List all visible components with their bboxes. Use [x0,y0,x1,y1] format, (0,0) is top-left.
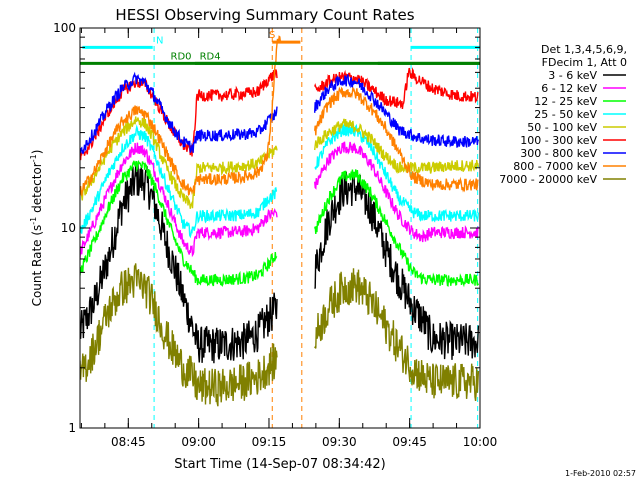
legend-label-3: 25 - 50 keV [534,108,597,121]
y-axis-label-close: ) [30,150,44,155]
legend-label-6: 300 - 800 keV [520,147,597,160]
y-axis-label-sup: -1 [29,217,38,225]
flag-s-label: S [269,30,275,41]
x-tick-label-10:00: 10:00 [463,435,498,449]
x-tick-label-08:45: 08:45 [111,435,146,449]
legend-header-line-1: Det 1,3,4,5,6,9, [541,43,627,56]
x-tick-label-09:15: 09:15 [252,435,287,449]
legend-label-4: 50 - 100 keV [527,121,597,134]
legend-label-5: 100 - 300 keV [520,134,597,147]
x-axis-label: Start Time (14-Sep-07 08:34:42) [174,457,385,472]
series-line-12to25keV [80,160,480,288]
y-axis-label-tail: detector [30,162,44,217]
y-tick-label-1: 1 [68,421,76,435]
plot-clip-group [80,28,480,428]
svg-text:Count Rate (s-1 detector-1): Count Rate (s-1 detector-1) [29,150,44,307]
y-axis-label-sup2: -1 [29,154,38,162]
series-line-300to800keV [80,71,480,155]
legend-label-2: 12 - 25 keV [534,95,597,108]
footer-timestamp: 1-Feb-2010 02:57 [565,469,636,478]
flag-n-label: N [156,35,163,46]
flag-rd4-label: RD4 [200,51,221,62]
x-tick-label-09:45: 09:45 [392,435,427,449]
legend-label-7: 800 - 7000 keV [513,160,597,173]
series-line-800to7000keV [80,35,479,197]
plot-area: RD0 RD4 N S [80,28,480,428]
series-line-25to50keV [80,123,480,239]
x-tick-label-09:00: 09:00 [181,435,216,449]
x-tick-label-09:30: 09:30 [322,435,357,449]
y-axis-label: Count Rate (s-1 detector-1) [29,150,44,307]
y-axis-label-main: Count Rate (s [30,225,44,307]
legend-label-8: 7000 - 20000 keV [499,173,597,186]
legend-label-1: 6 - 12 keV [541,82,597,95]
legend-header-line-2: FDecim 1, Att 0 [542,56,627,69]
series-line-50to100keV [80,116,480,209]
y-tick-label-100: 100 [53,21,76,35]
axes: 1 10 100 08:45 09:00 09:15 09:30 09:45 10:00 [53,21,497,449]
chart-title: HESSI Observing Summary Count Rates [115,6,414,24]
legend-label-0: 3 - 6 keV [548,69,597,82]
series-line-7000to20000keV [80,263,480,407]
flag-rd0-label: RD0 [171,51,192,62]
y-tick-label-10: 10 [61,221,76,235]
series-line-6to12keV [80,141,480,259]
